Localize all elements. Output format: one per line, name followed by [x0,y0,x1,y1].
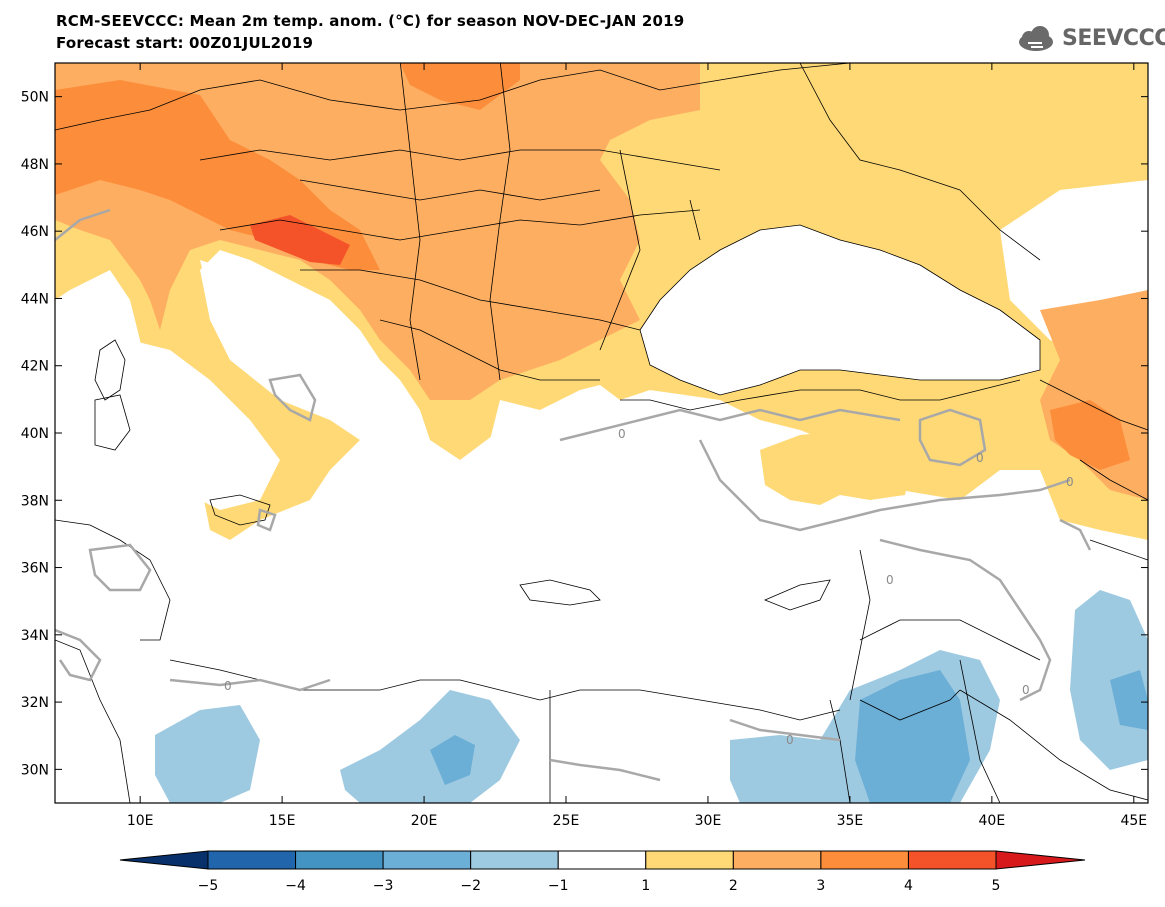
zero-contours [55,208,1092,782]
aegean-sea [490,400,620,540]
colorbar-label: 3 [816,878,825,894]
anomaly-fill-minus2-minus3-egypt [430,735,475,785]
colorbar-segment [645,850,734,870]
contour-label: 0 [786,733,794,747]
contour-label: 0 [976,451,984,465]
anomaly-fill-minus1-minus2-egypt [340,690,520,803]
mediterranean-sea [55,460,870,720]
lat-tick-label: 50N [21,90,49,106]
lat-tick-label: 34N [21,628,49,644]
colorbar-label: 2 [729,878,738,894]
latitude-axis: 50N 48N 46N 44N 42N 40N 38N 36N 34N 32N 30N [21,90,1148,778]
colorbar-segment [820,850,909,870]
adriatic-sea [200,260,400,440]
colorbar-segment [295,850,384,870]
colorbar-label: −4 [285,878,306,894]
colorbar-segment [907,850,997,870]
lat-tick-label: 42N [21,359,49,375]
lon-tick-label: 20E [411,813,438,829]
coastlines [55,339,1021,721]
lon-tick-label: 10E [127,813,154,829]
colorbar: −5 −4 −3 −2 −1 1 2 3 4 5 [119,850,1086,894]
contour-label: 0 [618,427,626,441]
colorbar-label: −2 [460,878,481,894]
contour-label: 0 [224,679,232,693]
colorbar-segment [382,850,472,870]
lat-tick-label: 32N [21,695,49,711]
contour-label: 0 [886,573,894,587]
anomaly-fill-3-4-north [400,63,520,110]
contour-label: 0 [1066,475,1074,489]
lon-tick-label: 35E [837,813,864,829]
lat-tick-label: 48N [21,157,49,173]
colorbar-segment [732,850,822,870]
anomaly-fill-4-5 [250,215,350,265]
colorbar-label: 1 [641,878,650,894]
anomaly-fill-minus2-minus3-iraq [1110,670,1148,730]
colorbar-segment [207,850,297,870]
lon-tick-label: 30E [695,813,722,829]
lon-tick-label: 25E [553,813,580,829]
colorbar-label: 5 [992,878,1001,894]
forecast-start-label: Forecast start: 00Z01JUL2019 [56,34,314,52]
black-sea [639,224,1041,396]
colorbar-label: −1 [548,878,569,894]
anomaly-fill-3-4-caucasus [1050,400,1130,470]
map-title: RCM-SEEVCCC: Mean 2m temp. anom. (°C) fo… [56,12,685,30]
longitude-axis: 10E 15E 20E 25E 30E 35E 40E 45E [127,63,1147,829]
country-borders [55,63,1148,803]
lat-tick-label: 40N [21,426,49,442]
colorbar-extend-high [995,850,1086,870]
lat-tick-label: 38N [21,493,49,509]
contour-label: 0 [1022,683,1030,697]
colorbar-segment [470,850,559,870]
lat-tick-label: 46N [21,224,49,240]
contour-labels: 0 0 0 0 0 0 0 [224,427,1074,747]
colorbar-label: 4 [904,878,913,894]
colorbar-label: −5 [198,878,219,894]
lon-tick-label: 45E [1120,813,1147,829]
anomaly-fill-1-2-anatolia [760,430,910,505]
colorbar-segment [557,850,647,870]
tyrrhenian-sea [130,340,280,510]
lat-tick-label: 36N [21,561,49,577]
lon-tick-label: 15E [269,813,296,829]
cloud-logo-icon [1019,26,1053,51]
anomaly-fill-minus1-minus2-libya [155,705,260,803]
logo-text: SEEVCCC [1062,26,1165,51]
colorbar-label: −3 [373,878,394,894]
colorbar-extend-low [119,850,209,870]
lat-tick-label: 44N [21,291,49,307]
lon-tick-label: 40E [979,813,1006,829]
lat-tick-label: 30N [21,762,49,778]
